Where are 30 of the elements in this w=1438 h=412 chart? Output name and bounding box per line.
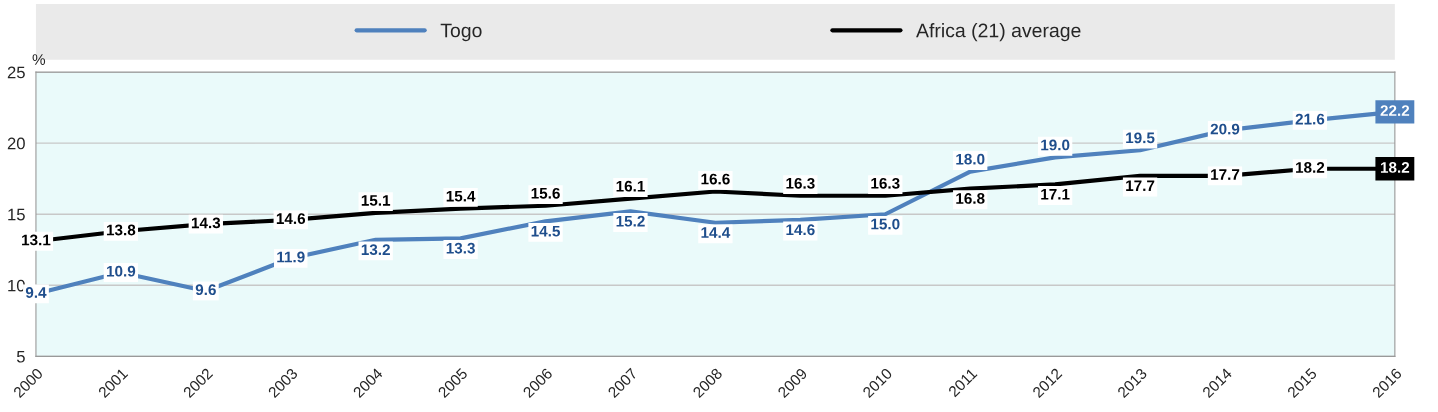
data-label: 16.3 [871, 177, 900, 189]
data-label: 15.2 [616, 215, 645, 227]
data-label: 13.3 [446, 242, 475, 254]
data-label: 17.7 [1126, 180, 1155, 191]
data-label: 17.1 [1041, 188, 1070, 200]
data-label: 16.8 [956, 193, 985, 204]
data-label: 16.6 [701, 173, 730, 185]
y-tick-label: 10 [8, 279, 25, 292]
data-label: 18.0 [956, 153, 985, 165]
data-label: 16.1 [616, 180, 645, 192]
data-label: 15.1 [361, 195, 391, 206]
y-tick-label: 20 [7, 137, 25, 150]
y-tick-label: 15 [8, 208, 25, 221]
data-label: 9.4 [25, 287, 47, 298]
data-label: 15.0 [871, 218, 900, 230]
legend-label: Togo [440, 23, 482, 42]
y-tick-label: 25 [7, 66, 25, 79]
y-tick-label: 5 [16, 350, 25, 363]
data-label: 9.6 [195, 284, 216, 296]
data-label: 15.6 [531, 187, 560, 199]
data-label: 19.5 [1126, 132, 1155, 144]
data-label: 15.4 [446, 190, 476, 202]
data-label: 19.0 [1041, 139, 1070, 151]
data-label: 14.4 [701, 227, 731, 238]
legend-label: Africa (21) average [916, 23, 1081, 42]
y-axis-title: % [32, 54, 46, 65]
data-label: 14.5 [531, 225, 560, 237]
data-label: 14.6 [786, 224, 815, 236]
data-label: 16.3 [786, 177, 815, 189]
data-label: 13.2 [361, 244, 390, 256]
